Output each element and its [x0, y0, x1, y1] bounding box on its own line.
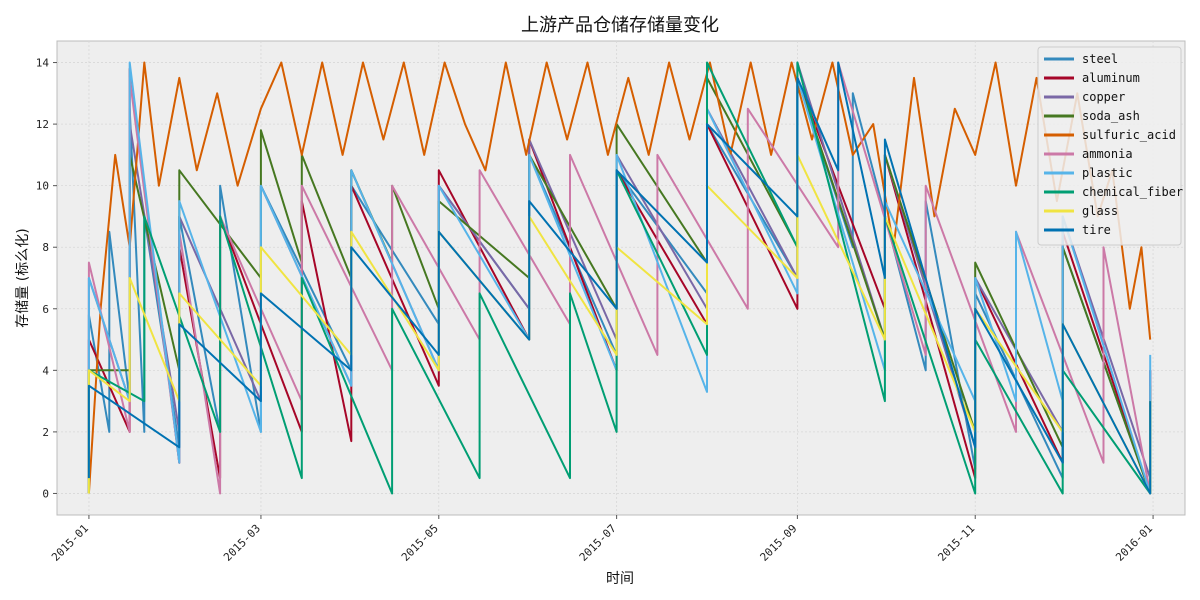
series-line-soda-ash [87, 76, 1152, 495]
legend-label: copper [1082, 90, 1125, 104]
x-tick-label: 2015-07 [577, 522, 619, 564]
x-tick-label: 2015-03 [221, 522, 263, 564]
x-tick-label: 2015-01 [49, 522, 91, 564]
x-tick-label: 2015-09 [758, 522, 800, 564]
plot-area [56, 40, 1186, 516]
y-tick-label: 6 [42, 303, 49, 316]
legend-label: tire [1082, 223, 1111, 237]
x-axis-label: 时间 [606, 571, 634, 587]
x-tick-label: 2015-05 [399, 522, 441, 564]
y-tick-label: 0 [42, 487, 49, 500]
legend-label: chemical_fiber [1082, 185, 1183, 199]
legend-label: sulfuric_acid [1082, 128, 1176, 142]
legend: steel aluminum copper soda_ash sulfuric_acid… [1037, 46, 1183, 246]
y-tick-label: 14 [36, 57, 50, 70]
y-tick-label: 12 [36, 118, 49, 131]
series-line-sulfuric-acid [87, 61, 1152, 494]
y-tick-label: 8 [42, 241, 49, 254]
y-tick-label: 10 [36, 180, 49, 193]
legend-label: glass [1082, 204, 1118, 218]
y-tick-label: 2 [42, 426, 49, 439]
x-tick-label: 2016-01 [1113, 522, 1155, 564]
legend-label: plastic [1082, 166, 1133, 180]
y-tick-label: 4 [42, 364, 49, 377]
chart-title: 上游产品仓储存储量变化 [521, 15, 719, 36]
y-axis-label: 存储量 (标么化) [15, 228, 31, 327]
series-layer [87, 61, 1152, 495]
legend-label: aluminum [1082, 71, 1140, 85]
legend-label: ammonia [1082, 147, 1133, 161]
legend-label: soda_ash [1082, 109, 1140, 123]
series-line-tire [87, 61, 1152, 495]
x-tick-label: 2015-11 [935, 522, 977, 564]
legend-label: steel [1082, 52, 1118, 66]
